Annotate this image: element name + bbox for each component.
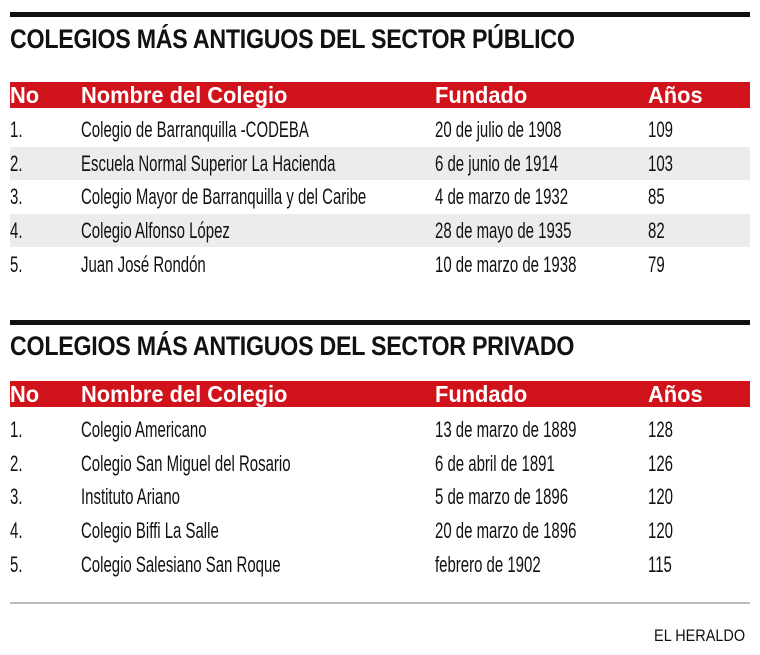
age-years: 85 [648, 184, 665, 210]
section-bar-public [10, 12, 750, 17]
founded-date: 4 de marzo de 1932 [435, 184, 569, 210]
school-name: Escuela Normal Superior La Hacienda [81, 150, 336, 176]
founded-date: 13 de marzo de 1889 [435, 417, 577, 442]
school-name: Colegio Mayor de Barranquilla y del Cari… [81, 184, 367, 210]
age-years: 103 [648, 150, 673, 176]
bottom-divider [10, 602, 750, 604]
school-name: Colegio San Miguel del Rosario [81, 450, 291, 476]
column-header: No [10, 82, 40, 108]
section-title-private: COLEGIOS MÁS ANTIGUOS DEL SECTOR PRIVADO [10, 331, 575, 361]
table-header-private: No Nombre del Colegio Fundado Años [10, 381, 750, 407]
table-row: 2. Colegio San Miguel del Rosario 6 de abr… [10, 447, 750, 480]
age-years: 82 [648, 218, 665, 244]
founded-date: 5 de marzo de 1896 [435, 484, 569, 510]
row-number: 4. [10, 218, 23, 244]
table-row: 4. Colegio Alfonso López 28 de mayo de 193… [10, 214, 750, 248]
section-title-public: COLEGIOS MÁS ANTIGUOS DEL SECTOR PÚBLICO [10, 24, 575, 54]
row-number: 5. [10, 551, 23, 577]
row-number: 2. [10, 150, 23, 176]
table-row: 2. Escuela Normal Superior La Hacienda 6 d… [10, 146, 750, 180]
founded-date: 28 de mayo de 1935 [435, 218, 572, 244]
age-years: 120 [648, 484, 673, 510]
row-number: 1. [10, 117, 23, 142]
founded-date: 6 de junio de 1914 [435, 150, 559, 176]
row-number: 5. [10, 251, 23, 277]
school-name: Colegio de Barranquilla -CODEBA [81, 117, 309, 142]
column-header: Fundado [435, 82, 528, 108]
row-number: 4. [10, 518, 23, 544]
row-number: 3. [10, 484, 23, 510]
age-years: 109 [648, 117, 673, 142]
column-header: Nombre del Colegio [81, 381, 288, 407]
founded-date: febrero de 1902 [435, 551, 541, 577]
table-header-public: No Nombre del Colegio Fundado Años [10, 82, 750, 108]
school-name: Colegio Americano [81, 417, 207, 442]
column-header: Años [648, 381, 703, 407]
table-row: 4. Colegio Biffi La Salle 20 de marzo de 1… [10, 514, 750, 547]
age-years: 120 [648, 518, 673, 544]
school-name: Instituto Ariano [81, 484, 180, 510]
column-header: No [10, 381, 40, 407]
founded-date: 10 de marzo de 1938 [435, 251, 577, 277]
table-row: 3. Instituto Ariano 5 de marzo de 1896 120 [10, 480, 750, 513]
table-row: 1. Colegio de Barranquilla -CODEBA 20 de j… [10, 113, 750, 146]
age-years: 126 [648, 450, 673, 476]
age-years: 128 [648, 417, 673, 442]
row-number: 2. [10, 450, 23, 476]
column-header: Fundado [435, 381, 528, 407]
table-row: 5. Juan José Rondón 10 de marzo de 1938 79 [10, 248, 750, 281]
column-header: Años [648, 82, 703, 108]
school-name: Colegio Salesiano San Roque [81, 551, 281, 577]
school-name: Colegio Alfonso López [81, 218, 230, 244]
school-name: Juan José Rondón [81, 251, 206, 277]
column-header: Nombre del Colegio [81, 82, 288, 108]
age-years: 79 [648, 251, 665, 277]
founded-date: 20 de marzo de 1896 [435, 518, 577, 544]
founded-date: 6 de abril de 1891 [435, 450, 555, 476]
section-bar-private [10, 320, 750, 325]
table-row: 5. Colegio Salesiano San Roque febrero de … [10, 548, 750, 581]
row-number: 1. [10, 417, 23, 442]
source-credit: EL HERALDO [653, 626, 745, 645]
school-name: Colegio Biffi La Salle [81, 518, 219, 544]
founded-date: 20 de julio de 1908 [435, 117, 562, 142]
table-row: 3. Colegio Mayor de Barranquilla y del Ca… [10, 180, 750, 213]
table-row: 1. Colegio Americano 13 de marzo de 1889 12… [10, 413, 750, 446]
row-number: 3. [10, 184, 23, 210]
age-years: 115 [648, 551, 672, 577]
